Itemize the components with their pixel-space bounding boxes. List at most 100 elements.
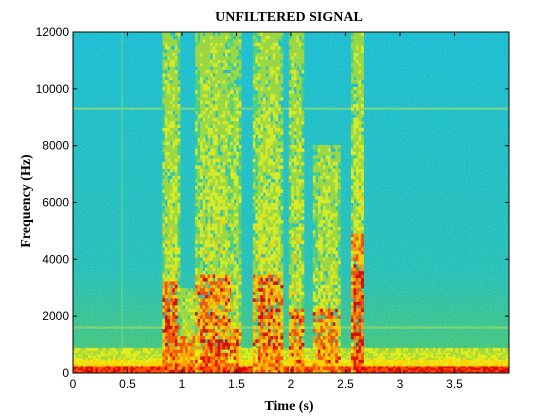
energy-cell <box>227 168 231 173</box>
energy-cell <box>245 361 249 365</box>
energy-cell <box>88 364 91 369</box>
energy-cell <box>212 284 216 289</box>
energy-cell <box>227 83 231 88</box>
energy-cell <box>207 356 211 360</box>
energy-cell <box>158 354 161 359</box>
energy-cell <box>197 315 201 319</box>
energy-cell <box>222 325 226 330</box>
energy-cell <box>205 284 209 289</box>
energy-cell <box>187 359 191 364</box>
energy-cell <box>252 301 256 306</box>
energy-cell <box>115 359 119 364</box>
energy-cell <box>172 66 176 71</box>
energy-cell <box>415 349 419 353</box>
energy-cell <box>480 351 484 355</box>
energy-cell <box>345 349 349 353</box>
energy-cell <box>143 363 146 367</box>
energy-cell <box>448 358 451 362</box>
energy-cell <box>167 138 171 142</box>
energy-cell <box>195 359 199 364</box>
energy-cell <box>231 213 235 217</box>
energy-cell <box>363 366 366 370</box>
energy-cell <box>125 347 129 352</box>
energy-cell <box>205 141 209 146</box>
energy-cell <box>110 347 114 352</box>
energy-cell <box>475 363 479 367</box>
energy-cell <box>310 349 314 353</box>
energy-cell <box>220 349 224 353</box>
energy-cell <box>490 352 494 357</box>
energy-cell <box>207 185 211 190</box>
energy-cell <box>233 69 237 74</box>
energy-cell <box>217 127 221 132</box>
energy-cell <box>180 322 184 326</box>
energy-cell <box>167 158 171 163</box>
energy-cell <box>182 315 186 319</box>
energy-cell <box>212 352 216 357</box>
energy-cell <box>172 325 176 330</box>
energy-cell <box>383 356 386 360</box>
energy-cell <box>375 356 379 360</box>
energy-cell <box>217 185 221 190</box>
energy-cell <box>217 175 221 180</box>
energy-cell <box>343 354 346 359</box>
energy-cell <box>398 354 401 359</box>
energy-cell <box>225 315 229 319</box>
energy-cell <box>498 356 501 360</box>
energy-cell <box>103 363 106 367</box>
energy-cell <box>202 168 206 173</box>
energy-cell <box>174 185 178 190</box>
energy-cell <box>238 257 242 261</box>
energy-cell <box>203 368 206 372</box>
energy-cell <box>174 254 178 258</box>
energy-cell <box>73 366 76 370</box>
energy-cell <box>200 107 204 111</box>
energy-cell <box>283 363 286 367</box>
energy-cell <box>210 370 214 373</box>
energy-cell <box>200 352 204 357</box>
energy-cell <box>243 368 246 372</box>
energy-cell <box>185 322 189 326</box>
energy-cell <box>108 363 111 367</box>
energy-cell <box>283 351 286 355</box>
energy-cell <box>225 179 229 183</box>
energy-cell <box>231 216 235 221</box>
energy-cell <box>195 257 199 261</box>
energy-cell <box>210 83 214 88</box>
energy-cell <box>100 359 104 364</box>
energy-cell <box>195 247 199 251</box>
energy-cell <box>195 254 199 258</box>
energy-cell <box>210 298 214 302</box>
energy-cell <box>215 76 219 81</box>
energy-cell <box>169 219 173 224</box>
energy-cell <box>303 347 306 352</box>
energy-cell <box>113 347 116 352</box>
energy-cell <box>220 366 224 371</box>
energy-cell <box>470 359 474 364</box>
energy-cell <box>108 364 111 369</box>
energy-cell <box>227 346 231 350</box>
energy-cell <box>174 243 178 248</box>
energy-cell <box>197 76 201 81</box>
energy-cell <box>177 250 181 255</box>
energy-cell <box>167 243 171 248</box>
energy-cell <box>190 366 194 371</box>
energy-cell <box>182 342 186 347</box>
energy-cell <box>172 144 176 149</box>
energy-cell <box>177 219 181 224</box>
energy-cell <box>162 247 166 251</box>
energy-cell <box>174 63 178 67</box>
energy-cell <box>125 354 129 359</box>
energy-cell <box>215 230 219 234</box>
energy-cell <box>153 354 156 359</box>
energy-cell <box>233 131 237 135</box>
energy-cell <box>192 318 196 323</box>
energy-cell <box>217 352 221 357</box>
energy-cell <box>217 318 221 323</box>
energy-cell <box>238 216 242 221</box>
energy-cell <box>231 329 235 333</box>
energy-cell <box>148 368 151 372</box>
energy-cell <box>162 104 166 108</box>
energy-cell <box>445 358 449 362</box>
energy-cell <box>215 363 219 367</box>
